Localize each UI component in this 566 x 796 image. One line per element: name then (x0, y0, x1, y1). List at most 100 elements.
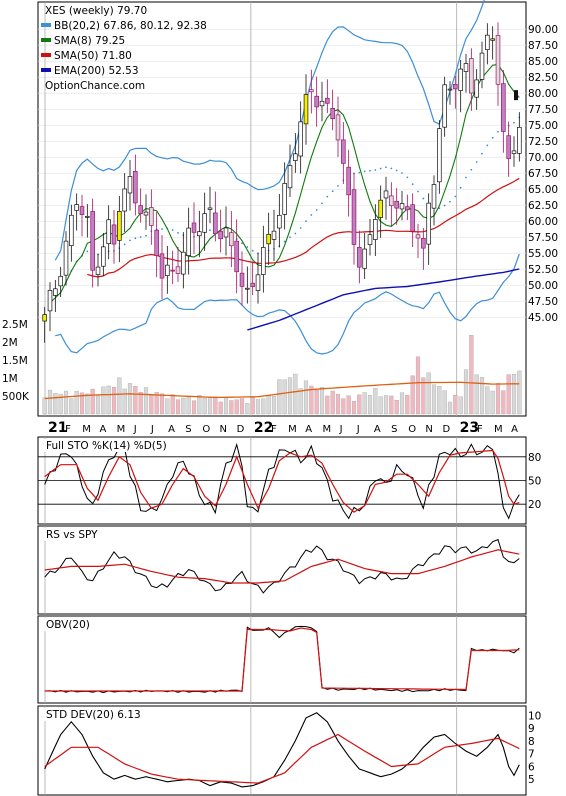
volume-bar (282, 379, 287, 415)
candle-body (367, 234, 373, 245)
volume-bar (314, 390, 319, 415)
candle-body (282, 183, 287, 215)
volume-bar (309, 385, 314, 415)
candle-body (458, 68, 463, 91)
bb-mid-dot (465, 176, 467, 179)
volume-bar (154, 392, 159, 415)
volume-tick-label: 1M (2, 373, 18, 385)
x-tick-label: D (237, 424, 245, 435)
stddev-tick-label: 7 (528, 749, 535, 761)
volume-bar (453, 394, 458, 415)
panel-label: OBV(20) (46, 619, 90, 631)
bb-mid-dot (326, 195, 329, 198)
volume-tick-label: 2M (2, 337, 18, 349)
bb-mid-dot (145, 234, 147, 237)
volume-bar (293, 373, 298, 415)
ema200-line (247, 268, 520, 331)
legend-swatch (41, 38, 51, 42)
candle-body (362, 248, 367, 269)
price-tick-label: 72.50 (528, 136, 558, 148)
x-tick-label: D (443, 424, 451, 435)
volume-layer (42, 334, 522, 415)
price-tick-label: 52.50 (528, 264, 558, 276)
price-tick-label: 65.00 (528, 184, 558, 196)
candle-body (341, 139, 346, 164)
candle-body (197, 231, 202, 237)
sma50-line (87, 177, 520, 278)
candle-body (293, 153, 298, 161)
volume-bar (362, 392, 367, 415)
candle-body (495, 35, 501, 85)
x-tick-label: M (82, 424, 91, 435)
candle-body (373, 219, 378, 240)
x-tick-label: M (322, 424, 331, 435)
candle-body (122, 188, 127, 212)
price-tick-label: 45.00 (528, 312, 558, 324)
bb-mid-dot (241, 242, 243, 245)
volume-bar (95, 395, 101, 415)
legend: XES (weekly) 79.70 BB(20,2) 67.86, 80.12,… (41, 5, 207, 92)
candle-body (394, 200, 399, 209)
x-tick-label: F (477, 424, 483, 435)
volume-bar (74, 391, 79, 415)
bb-mid-dot (209, 229, 211, 232)
volume-bar (138, 392, 143, 415)
bb-mid-dot (251, 249, 254, 252)
candle-body (447, 88, 453, 91)
candle-body (490, 38, 495, 41)
candle-body (453, 84, 458, 90)
price-tick-label: 87.50 (528, 40, 558, 52)
candle-body (127, 176, 133, 194)
candle-body (277, 214, 282, 229)
candle-body (181, 251, 186, 275)
candle-body (309, 89, 314, 93)
bb-mid-dot (369, 169, 371, 172)
bb-mid-dot (134, 237, 137, 240)
panel-label-bg (40, 618, 97, 631)
x-tick-label: A (305, 424, 312, 435)
candle-body (229, 232, 234, 247)
bb-mid-dot (337, 184, 339, 187)
volume-bar (53, 393, 58, 415)
stddev-line (44, 712, 520, 788)
volume-bar (447, 401, 453, 415)
bb-mid-dot (171, 229, 174, 231)
bb-mid-dot (305, 220, 307, 223)
x-tick-label: J (339, 424, 343, 435)
candle-body (335, 114, 341, 141)
volume-bar (175, 399, 181, 415)
bb-mid-dot (315, 209, 318, 211)
indicator-layer: Full STO %K(14) %D(5) RS vs SPY OBV(20) STD… (38, 439, 526, 788)
x-tick-label: J (150, 424, 154, 435)
volume-bar (218, 401, 223, 415)
volume-bar (79, 392, 85, 415)
x-tick-label: M (117, 424, 126, 435)
candle-body (437, 128, 442, 183)
volume-bar (229, 400, 234, 415)
price-tick-label: 67.50 (528, 168, 558, 180)
volume-bar (410, 375, 415, 415)
volume-bar (47, 389, 53, 415)
candle-body (95, 266, 101, 275)
volume-tick-label: 500K (2, 391, 30, 403)
volume-bar (117, 377, 122, 415)
x-tick-label: N (425, 424, 432, 435)
volume-bar (255, 399, 261, 415)
volume-bar (469, 334, 474, 415)
candle-body (175, 266, 181, 274)
volume-tick-label: 2.5M (2, 319, 28, 331)
candle-body (101, 246, 106, 267)
candle-body (207, 207, 213, 210)
price-tick-label: 50.00 (528, 280, 558, 292)
bb-mid-dot (177, 231, 179, 234)
volume-bar (42, 397, 47, 415)
candle-body (250, 282, 255, 287)
bb-mid-dot (481, 152, 483, 155)
bb-mid-dot (459, 186, 462, 189)
x-tick-label: F (65, 424, 71, 435)
volume-bar (186, 396, 191, 415)
candle-body (287, 165, 293, 189)
volume-bar (437, 386, 442, 415)
x-tick-label: 23 (460, 420, 479, 436)
x-tick-label: O (408, 424, 416, 435)
